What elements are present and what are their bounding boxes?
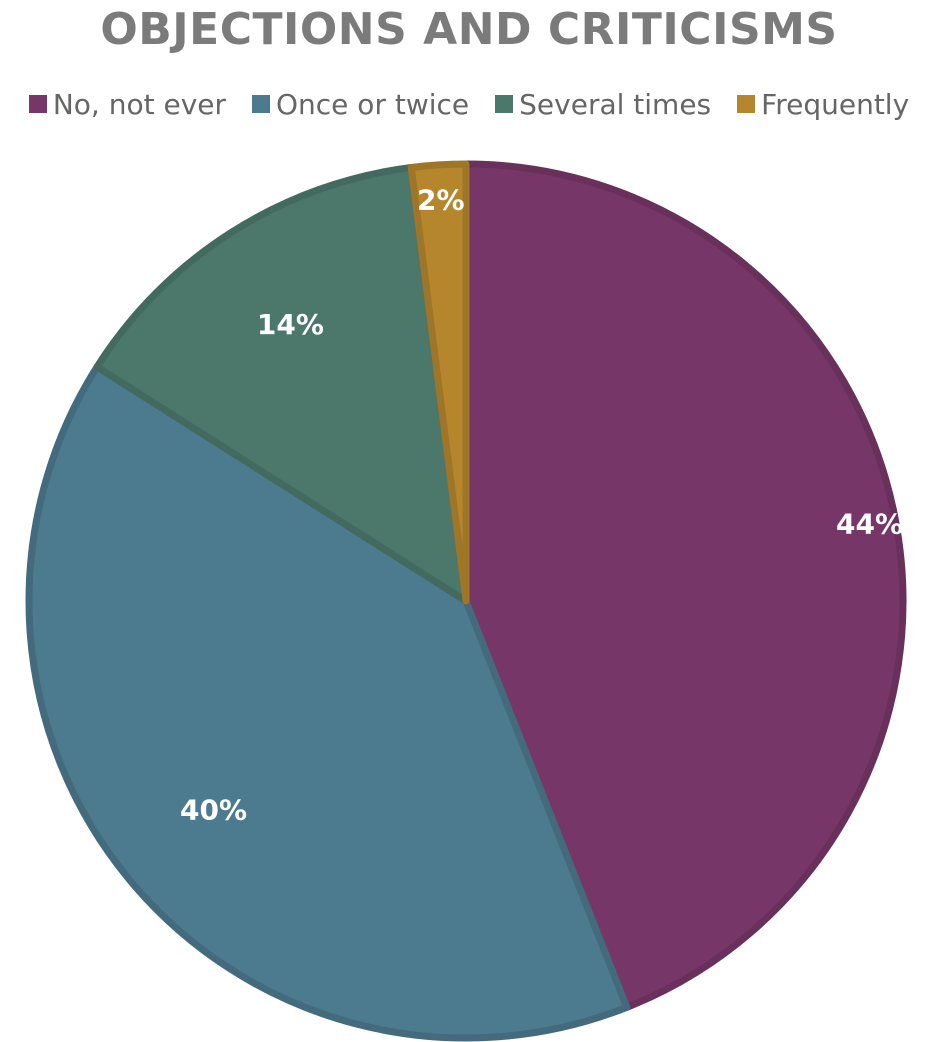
chart-title: OBJECTIONS AND CRITICISMS [100, 4, 838, 55]
legend-item-frequently: Frequently [737, 88, 909, 121]
legend-label-frequently: Frequently [761, 87, 910, 121]
legend-item-once-or-twice: Once or twice [252, 88, 469, 121]
pie-slice-no-not-ever [462, 160, 907, 1011]
legend-swatch-several-times [495, 95, 514, 113]
pie-slice-several-times [93, 163, 470, 605]
data-label-once-or-twice: 40% [180, 793, 247, 826]
legend-item-no-not-ever: No, not ever [28, 87, 226, 121]
data-label-frequently: 2% [417, 183, 465, 216]
legend: No, not ever Once or twice Several times… [0, 84, 938, 124]
legend-label-once-or-twice: Once or twice [276, 87, 470, 121]
data-label-no-not-ever: 44% [836, 508, 903, 541]
pie-slice-once-or-twice [25, 363, 631, 1042]
pie-slice-frequently [407, 160, 470, 605]
data-label-several-times: 14% [257, 308, 324, 341]
legend-swatch-frequently [737, 95, 756, 113]
legend-swatch-once-or-twice [252, 95, 270, 113]
legend-label-several-times: Several times [519, 87, 712, 121]
legend-swatch-no-not-ever [28, 95, 47, 113]
legend-item-several-times: Several times [495, 88, 711, 121]
legend-label-no-not-ever: No, not ever [52, 87, 226, 121]
